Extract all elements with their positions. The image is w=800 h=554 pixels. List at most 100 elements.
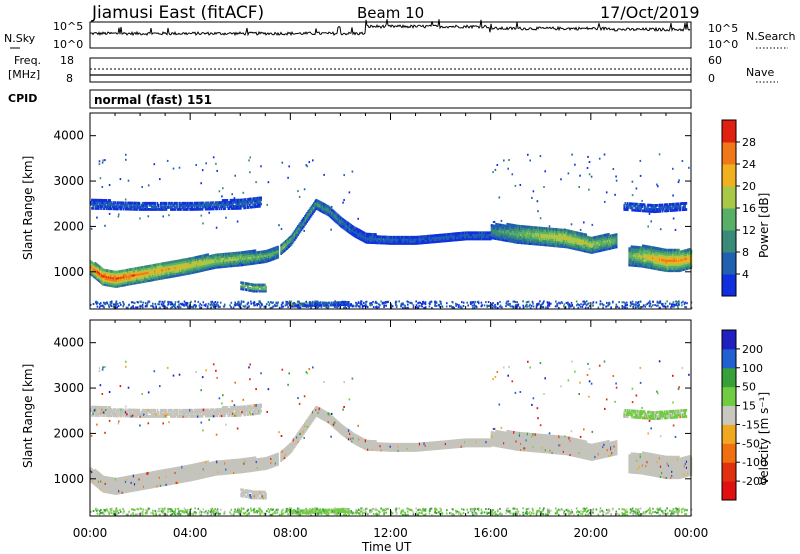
power-cell: [224, 265, 226, 268]
power-cell: [254, 257, 257, 261]
power-cell: [123, 273, 126, 277]
power-cell: [272, 255, 275, 259]
power-cell: [469, 231, 472, 235]
power-cell: [118, 280, 120, 284]
power-cell: [400, 238, 403, 241]
power-cell: [282, 242, 285, 245]
power-cell: [503, 238, 505, 242]
power-cell: [560, 228, 563, 232]
power-cell: [667, 269, 670, 273]
power-cell: [536, 236, 539, 240]
power-cell: [521, 235, 523, 239]
power-cell: [139, 280, 142, 284]
power-cell: [277, 253, 279, 257]
power-cell: [427, 238, 430, 242]
power-cell: [204, 266, 207, 269]
power-cell: [592, 248, 594, 252]
power-cell: [390, 238, 393, 241]
power-cell: [166, 269, 169, 273]
power-cell: [165, 269, 168, 273]
power-cell: [533, 228, 536, 231]
power-cell: [548, 237, 550, 241]
power-cell: [108, 273, 110, 277]
power-cell: [658, 247, 661, 251]
power-cell: [296, 232, 298, 236]
power-cell: [536, 234, 539, 238]
power-cell: [344, 223, 347, 227]
power-cell: [681, 250, 684, 253]
power-cell: [422, 237, 425, 241]
power-cell: [541, 231, 544, 234]
power-cell: [199, 267, 202, 271]
power-cell: [181, 265, 184, 268]
power-cell: [217, 263, 220, 267]
power-cell: [442, 235, 445, 239]
power-cell: [482, 235, 484, 239]
power-cell: [568, 235, 571, 239]
power-cell: [685, 265, 688, 268]
power-cell: [673, 250, 676, 254]
power-cell: [163, 276, 165, 280]
power-cell: [119, 276, 122, 279]
power-cell: [367, 238, 369, 242]
power-cell: [601, 246, 603, 250]
power-cell: [191, 259, 194, 262]
power-cell: [450, 238, 453, 242]
power-cell: [517, 230, 520, 234]
power-cell: [674, 261, 677, 264]
power-cell: [598, 237, 601, 240]
power-cell: [533, 238, 536, 242]
power-cell: [322, 210, 324, 214]
power-cell: [467, 237, 470, 241]
power-cell: [92, 202, 95, 206]
power-cell: [356, 236, 359, 240]
power-cell: [156, 273, 159, 277]
power-cell: [114, 272, 117, 276]
power-cell: [488, 237, 491, 241]
power-cell: [207, 267, 209, 271]
power-cell: [186, 259, 189, 263]
power-cell: [214, 266, 216, 269]
power-cell: [158, 262, 161, 266]
power-cell: [550, 237, 553, 241]
power-cell: [430, 236, 432, 240]
power-cell: [507, 235, 510, 239]
power-cell: [236, 257, 239, 261]
power-cell: [334, 215, 337, 219]
power-cell: [649, 254, 652, 257]
power-cell: [683, 257, 686, 261]
power-cell: [667, 259, 670, 262]
power-cell: [427, 234, 430, 238]
power-cell: [342, 222, 345, 226]
power-cell: [683, 261, 686, 265]
power-cell: [371, 237, 374, 240]
power-cell: [133, 281, 136, 285]
power-cell: [439, 235, 441, 239]
power-cell: [183, 272, 186, 276]
power-cell: [613, 243, 616, 247]
power-cell: [473, 237, 475, 241]
power-cell: [353, 226, 356, 230]
power-cell: [641, 254, 644, 258]
power-cell: [645, 265, 648, 269]
power-cell: [177, 269, 180, 273]
power-cell: [350, 223, 352, 227]
power-cell: [448, 239, 450, 242]
power-cell: [96, 272, 99, 275]
power-cell: [152, 270, 154, 274]
power-cell: [100, 198, 102, 202]
power-cell: [476, 237, 479, 241]
power-cell: [678, 263, 680, 266]
power-cell: [109, 271, 111, 275]
power-cell: [658, 255, 661, 259]
power-cell: [644, 305, 647, 308]
power-cell: [111, 274, 114, 278]
power-cell: [242, 253, 244, 256]
power-cell: [204, 255, 207, 259]
power-cell: [522, 239, 524, 243]
power-cell: [645, 255, 648, 259]
power-cell: [682, 266, 685, 269]
power-cell: [628, 255, 631, 259]
power-cell: [550, 235, 553, 239]
power-cell: [530, 225, 532, 229]
